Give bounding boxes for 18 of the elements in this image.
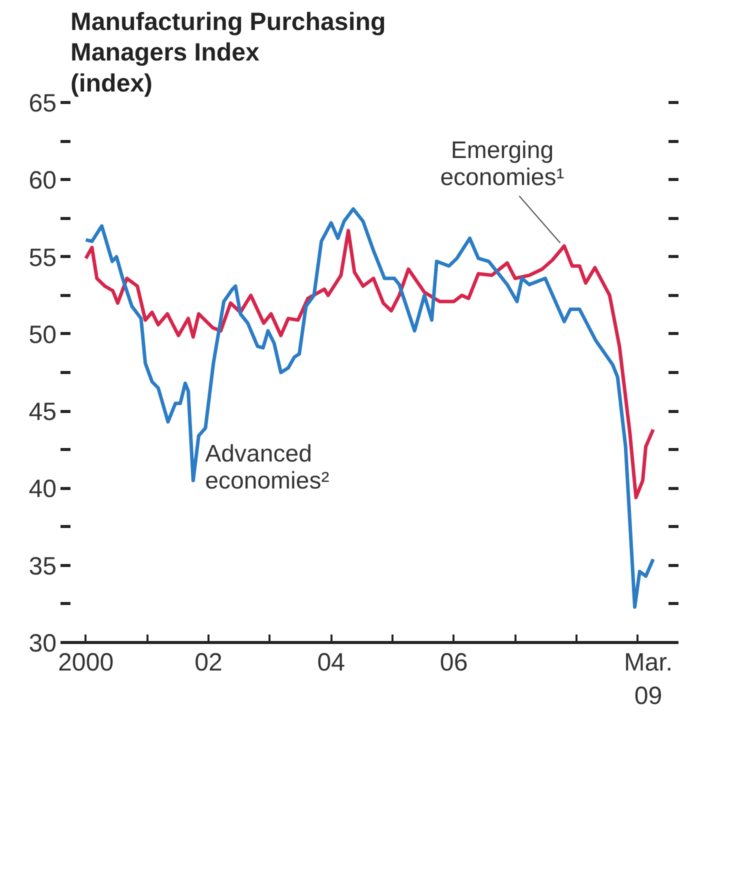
y-tick-label: 30 (28, 630, 57, 658)
x-tick-label: Mar. 09 (624, 648, 673, 710)
line-series (84, 228, 655, 500)
annotation: Advanced economies² (205, 440, 330, 494)
x-tick-label: 04 (317, 648, 346, 676)
y-tick-label: 55 (28, 244, 57, 272)
y-tick-label: 60 (28, 166, 57, 195)
chart-title: Manufacturing Purchasing Managers Index (index) (70, 8, 386, 98)
y-tick-label: 50 (28, 320, 57, 349)
y-tick-label: 40 (28, 475, 57, 504)
x-tick-label: 06 (440, 648, 468, 676)
line-series (84, 207, 655, 609)
y-tick-label: 65 (28, 90, 57, 118)
y-tick-label: 45 (28, 398, 57, 426)
y-tick-label: 35 (28, 552, 57, 580)
x-tick-label: 2000 (58, 648, 114, 676)
annotation: Emerging economies¹ (440, 136, 564, 191)
x-tick-label: 02 (194, 648, 222, 676)
